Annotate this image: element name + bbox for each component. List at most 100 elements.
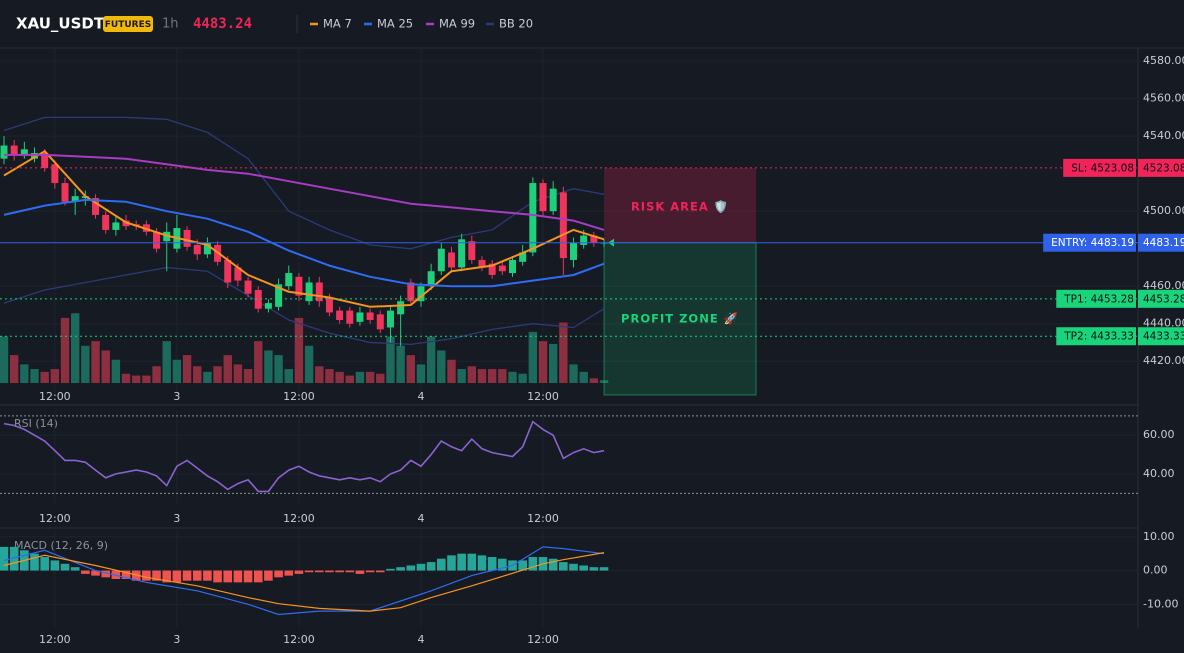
volume-bar xyxy=(20,364,29,383)
volume-bar xyxy=(325,369,334,383)
volume-bar xyxy=(101,350,110,383)
macd-histogram-bar xyxy=(426,562,436,571)
volume-bar xyxy=(172,359,182,383)
macd-histogram-bar xyxy=(223,570,233,583)
volume-bar xyxy=(365,371,375,383)
volume-bar xyxy=(457,369,466,383)
macd-histogram-bar xyxy=(101,570,110,578)
x-tick-label: 4 xyxy=(417,390,424,403)
moving-average xyxy=(4,153,605,231)
volume-bar xyxy=(416,364,426,383)
volume-bar xyxy=(152,366,161,383)
candle-body xyxy=(0,145,8,159)
macd-histogram-bar xyxy=(406,565,416,571)
candle-body xyxy=(498,265,506,272)
candle-body xyxy=(417,286,425,302)
macd-histogram-bar xyxy=(60,563,70,571)
volume-bar xyxy=(376,373,385,383)
volume-bar xyxy=(487,369,497,383)
lines-layer xyxy=(3,150,605,616)
candle-body xyxy=(153,231,161,249)
macd-histogram-bar xyxy=(304,570,314,573)
macd-histogram-bar xyxy=(192,570,202,581)
candle-body xyxy=(41,153,49,169)
volume-bar xyxy=(9,355,19,383)
candle-body xyxy=(488,263,496,275)
macd-histogram-bar xyxy=(345,570,355,573)
volume-bar xyxy=(386,336,395,383)
candle-body xyxy=(183,229,191,247)
candle-body xyxy=(244,280,252,294)
macd-histogram-bar xyxy=(365,570,375,573)
candle-body xyxy=(234,267,242,281)
volume-bar xyxy=(243,369,253,383)
volume-bar xyxy=(396,345,405,383)
volume-bar xyxy=(304,345,314,383)
x-tick-label: 3 xyxy=(173,390,180,403)
candle-body xyxy=(71,196,79,202)
x-tick-label: 12:00 xyxy=(283,512,315,525)
zone-label: PROFIT ZONE 🚀 xyxy=(621,311,739,325)
macd-histogram-bar xyxy=(447,555,456,571)
volume-bar xyxy=(162,341,171,383)
moving-average xyxy=(3,150,605,308)
macd-histogram-bar xyxy=(386,568,395,571)
levels-layer xyxy=(0,167,1138,337)
level-tag: TP1: 4453.28 xyxy=(1063,293,1134,305)
candle-body xyxy=(509,259,516,274)
y-tick-label: 4440.00 xyxy=(1143,317,1184,330)
macd-histogram-bar xyxy=(457,553,466,571)
candle-body xyxy=(407,282,415,302)
volume-bar xyxy=(111,359,121,383)
axis-tag: 4433.33 xyxy=(1143,331,1184,343)
level-tag-bg xyxy=(1056,289,1136,308)
y-tick-label: 60.00 xyxy=(1143,428,1175,441)
candle-body xyxy=(427,271,435,287)
last-price: 4483.24 xyxy=(193,16,252,32)
volume-bar xyxy=(264,350,273,383)
y-tick-label: 4540.00 xyxy=(1143,129,1184,142)
candle-body xyxy=(112,222,120,230)
volume-bar xyxy=(121,373,131,383)
x-tick-label: 12:00 xyxy=(39,512,71,525)
volume-bar xyxy=(70,313,80,383)
x-tick-label: 12:00 xyxy=(39,633,71,646)
volume-bar xyxy=(81,345,90,383)
candle-body xyxy=(539,183,547,212)
candle-body xyxy=(346,310,354,324)
labels-layer: 4420.004440.004460.004500.004540.004560.… xyxy=(39,17,1184,646)
interval: 1h xyxy=(162,17,179,32)
macd-line xyxy=(3,546,605,616)
candle-body xyxy=(580,235,588,245)
volume-bar xyxy=(132,375,141,383)
volume-bar xyxy=(498,369,507,383)
volume-bar xyxy=(274,355,283,383)
macd-histogram-bar xyxy=(30,553,39,571)
candle-body xyxy=(366,312,374,320)
y-tick-label: 4580.00 xyxy=(1143,54,1184,67)
candle-body xyxy=(325,297,333,313)
macd-histogram-bar xyxy=(253,570,263,583)
macd-histogram-bar xyxy=(487,557,497,571)
candle-body xyxy=(529,183,537,253)
candle-body xyxy=(447,252,455,268)
candle-body xyxy=(102,214,110,230)
badge-bg xyxy=(103,16,153,32)
macd-histogram-bar xyxy=(355,570,365,574)
macd-histogram-bar xyxy=(213,570,222,583)
badge: FUTURES xyxy=(105,20,151,30)
volume-bar xyxy=(233,364,243,383)
macd-histogram-bar xyxy=(233,570,243,583)
macd-histogram-bar xyxy=(599,567,609,571)
bollinger-band xyxy=(3,116,605,250)
candle-body xyxy=(336,310,344,320)
macd-histogram-bar xyxy=(548,558,558,571)
candle-body xyxy=(437,248,445,272)
macd-histogram-bar xyxy=(264,570,273,581)
candle-body xyxy=(397,301,405,315)
volume-bar xyxy=(447,359,456,383)
macd-histogram-bar xyxy=(498,558,507,571)
level-tag-bg xyxy=(1043,233,1136,252)
